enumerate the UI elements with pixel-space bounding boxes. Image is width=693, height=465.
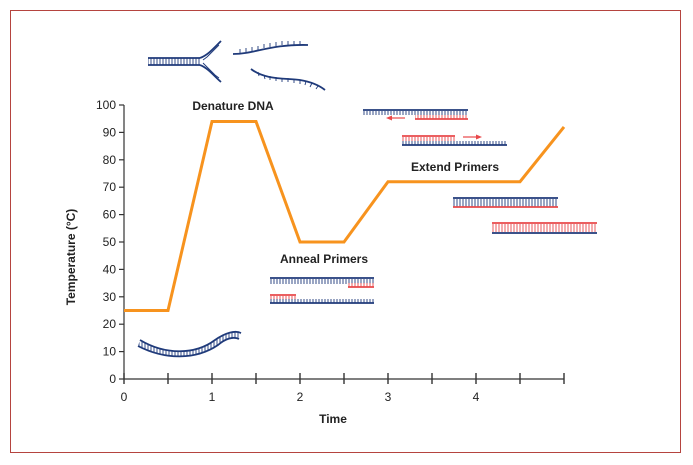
dna-single-strand-icon [232, 41, 309, 55]
y-tick-label: 10 [103, 345, 117, 359]
dna-denaturing-icon [148, 40, 222, 83]
y-tick-label: 40 [103, 262, 117, 276]
x-tick-label: 4 [473, 390, 480, 404]
y-tick-label: 30 [103, 290, 117, 304]
x-tick-label: 1 [209, 390, 216, 404]
x-tick-label: 0 [121, 390, 128, 404]
x-tick-label: 3 [385, 390, 392, 404]
extended-dna-icon [492, 222, 597, 234]
y-tick-label: 100 [96, 98, 116, 112]
x-axis-title: Time [319, 412, 347, 426]
label-extend-primers: Extend Primers [411, 160, 499, 174]
extended-dna-icon [453, 197, 558, 208]
x-tick-label: 2 [297, 390, 304, 404]
label-anneal-primers: Anneal Primers [280, 252, 368, 266]
y-axis-title: Temperature (°C) [64, 209, 78, 306]
y-tick-label: 20 [103, 317, 117, 331]
y-ticks: 0 10 20 30 40 50 60 70 80 90 100 [96, 98, 124, 386]
y-tick-label: 60 [103, 208, 117, 222]
y-tick-label: 70 [103, 180, 117, 194]
dna-single-strand-icon [250, 68, 326, 91]
y-tick-label: 80 [103, 153, 117, 167]
y-tick-label: 90 [103, 125, 117, 139]
dna-double-strand-icon [137, 330, 242, 358]
x-ticks: 0 1 2 3 4 [121, 373, 565, 404]
y-tick-label: 50 [103, 235, 117, 249]
extending-dna-icon [363, 109, 507, 146]
annealing-dna-icon [270, 277, 374, 304]
label-denature-dna: Denature DNA [192, 99, 274, 113]
temperature-curve [124, 119, 566, 312]
y-tick-label: 0 [109, 372, 116, 386]
